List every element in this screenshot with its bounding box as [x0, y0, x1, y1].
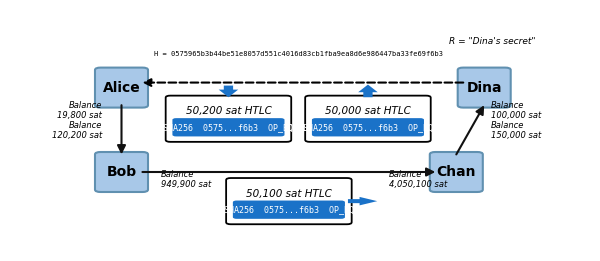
Text: OP_SHA256  0575...f6b3  OP_EQUAL: OP_SHA256 0575...f6b3 OP_EQUAL — [288, 123, 448, 132]
Text: H = 0575965b3b44be51e8057d551c4016d83cb1fba9ea8d6e986447ba33fe69f6b3: H = 0575965b3b44be51e8057d551c4016d83cb1… — [154, 51, 443, 57]
Text: OP_SHA256  0575...f6b3  OP_EQUAL: OP_SHA256 0575...f6b3 OP_EQUAL — [209, 205, 369, 214]
FancyBboxPatch shape — [458, 68, 511, 108]
FancyBboxPatch shape — [166, 96, 291, 142]
FancyBboxPatch shape — [95, 68, 148, 108]
FancyBboxPatch shape — [95, 152, 148, 192]
Polygon shape — [348, 197, 377, 205]
Text: 50,000 sat HTLC: 50,000 sat HTLC — [325, 106, 411, 116]
Text: R = "Dina's secret": R = "Dina's secret" — [449, 37, 535, 46]
Text: 50,200 sat HTLC: 50,200 sat HTLC — [185, 106, 271, 116]
Polygon shape — [358, 85, 378, 97]
Text: Balance
19,800 sat: Balance 19,800 sat — [57, 101, 102, 120]
Text: Alice: Alice — [103, 81, 140, 94]
Text: Chan: Chan — [437, 165, 476, 179]
FancyBboxPatch shape — [305, 96, 431, 142]
Text: Dina: Dina — [466, 81, 502, 94]
Text: Balance
120,200 sat: Balance 120,200 sat — [52, 121, 102, 140]
Text: Balance
4,050,100 sat: Balance 4,050,100 sat — [389, 169, 447, 188]
FancyBboxPatch shape — [226, 178, 352, 224]
Text: Balance
100,000 sat: Balance 100,000 sat — [491, 101, 541, 120]
Text: Balance
949,900 sat: Balance 949,900 sat — [161, 169, 211, 188]
FancyBboxPatch shape — [430, 152, 483, 192]
Text: OP_SHA256  0575...f6b3  OP_EQUAL: OP_SHA256 0575...f6b3 OP_EQUAL — [148, 123, 308, 132]
FancyBboxPatch shape — [312, 118, 424, 137]
Text: 50,100 sat HTLC: 50,100 sat HTLC — [246, 188, 332, 199]
FancyBboxPatch shape — [233, 200, 345, 219]
Polygon shape — [218, 86, 238, 97]
Text: Bob: Bob — [106, 165, 137, 179]
Text: Balance
150,000 sat: Balance 150,000 sat — [491, 121, 541, 140]
FancyBboxPatch shape — [172, 118, 284, 137]
